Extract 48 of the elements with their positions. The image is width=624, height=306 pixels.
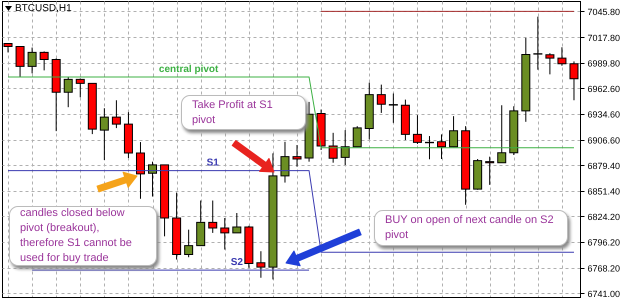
candlestick [352, 126, 362, 148]
y-tick-label: 6962.60 [588, 84, 620, 94]
candlestick [280, 141, 290, 184]
candlestick [184, 229, 194, 258]
candlestick [136, 142, 145, 200]
candlestick [28, 47, 37, 74]
candlestick [497, 104, 506, 164]
candlestick [112, 100, 121, 129]
callout-box: Take Profit at S1 pivot [181, 95, 306, 130]
y-tick-label: 6796.20 [588, 238, 620, 248]
candlestick [388, 93, 398, 124]
y-tick-label: 6989.80 [588, 58, 620, 69]
candlestick [64, 76, 73, 108]
candlestick [412, 114, 422, 145]
candlestick [340, 130, 350, 166]
y-tick-label: 6741.00 [588, 288, 620, 299]
callout-box: BUY on open of next candle on S2 pivot [374, 210, 568, 246]
y-tick-label: 6824.20 [588, 212, 620, 222]
candlestick [76, 78, 85, 98]
candlestick [220, 218, 230, 250]
candlestick [533, 16, 542, 70]
candlestick [100, 108, 109, 161]
y-tick-label: 6934.60 [588, 110, 620, 120]
candlestick [545, 52, 554, 75]
series-label: S2 [230, 257, 244, 268]
callout-box: candles closed below pivot (breakout), therefore S1 cannot be used for buy trade [9, 206, 157, 266]
candlestick [449, 116, 458, 148]
y-tick-label: 7045.80 [588, 6, 620, 17]
candlestick [40, 50, 49, 71]
y-tick-label: 6768.20 [588, 264, 620, 274]
candlestick [485, 156, 494, 186]
y-tick-label: 6906.60 [588, 136, 620, 146]
chart-title: BTCUSD,H1 [15, 3, 72, 14]
y-tick-label: 6851.40 [588, 186, 620, 197]
y-tick-label: 7017.80 [588, 32, 620, 43]
candlestick [256, 250, 266, 278]
candlestick [232, 212, 242, 234]
candlestick [196, 200, 206, 246]
candlestick [16, 46, 25, 78]
candlestick [208, 200, 218, 234]
y-tick-label: 6879.40 [588, 160, 620, 171]
candlestick [292, 144, 302, 168]
candlestick [437, 134, 446, 160]
candlestick [557, 46, 566, 66]
series-label: S1 [206, 158, 220, 169]
series-label: central pivot [158, 64, 220, 76]
candlestick [376, 84, 386, 114]
candlestick [328, 132, 338, 164]
